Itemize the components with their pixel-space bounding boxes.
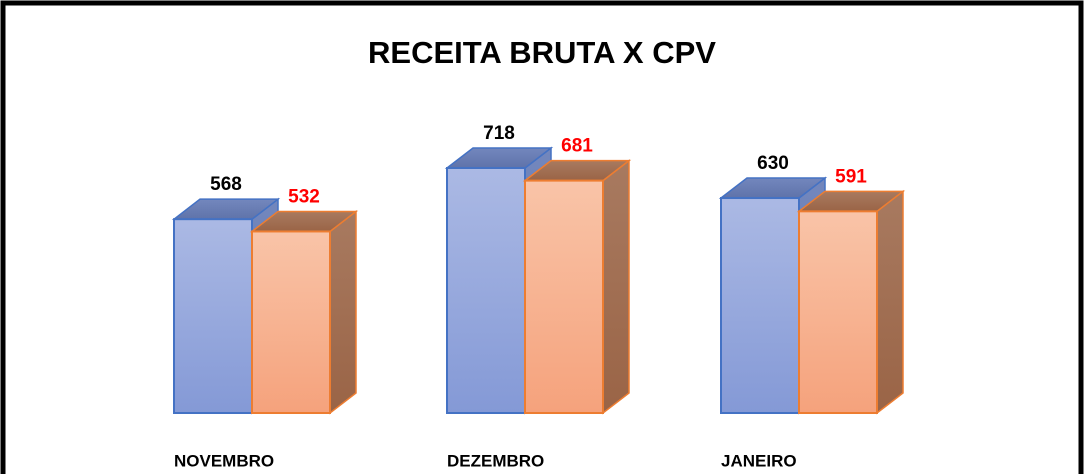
- bar-side: [602, 159, 630, 415]
- bar-side: [876, 189, 904, 415]
- bar: [251, 230, 331, 414]
- bar: [446, 167, 526, 414]
- data-label: 630: [757, 153, 789, 174]
- bar: [798, 210, 878, 414]
- bar: [173, 218, 253, 414]
- data-label: 681: [561, 136, 593, 157]
- x-tick-label: NOVEMBRO: [174, 451, 274, 470]
- bar-side: [329, 209, 357, 415]
- data-label: 532: [288, 186, 320, 207]
- bar: [524, 179, 604, 414]
- x-tick-label: JANEIRO: [721, 451, 797, 470]
- data-label: 718: [483, 123, 515, 144]
- bar: [720, 197, 800, 414]
- data-label: 591: [835, 166, 867, 187]
- data-label: 568: [210, 174, 242, 195]
- x-tick-label: DEZEMBRO: [447, 451, 544, 470]
- chart-title: RECEITA BRUTA X CPV: [368, 35, 716, 70]
